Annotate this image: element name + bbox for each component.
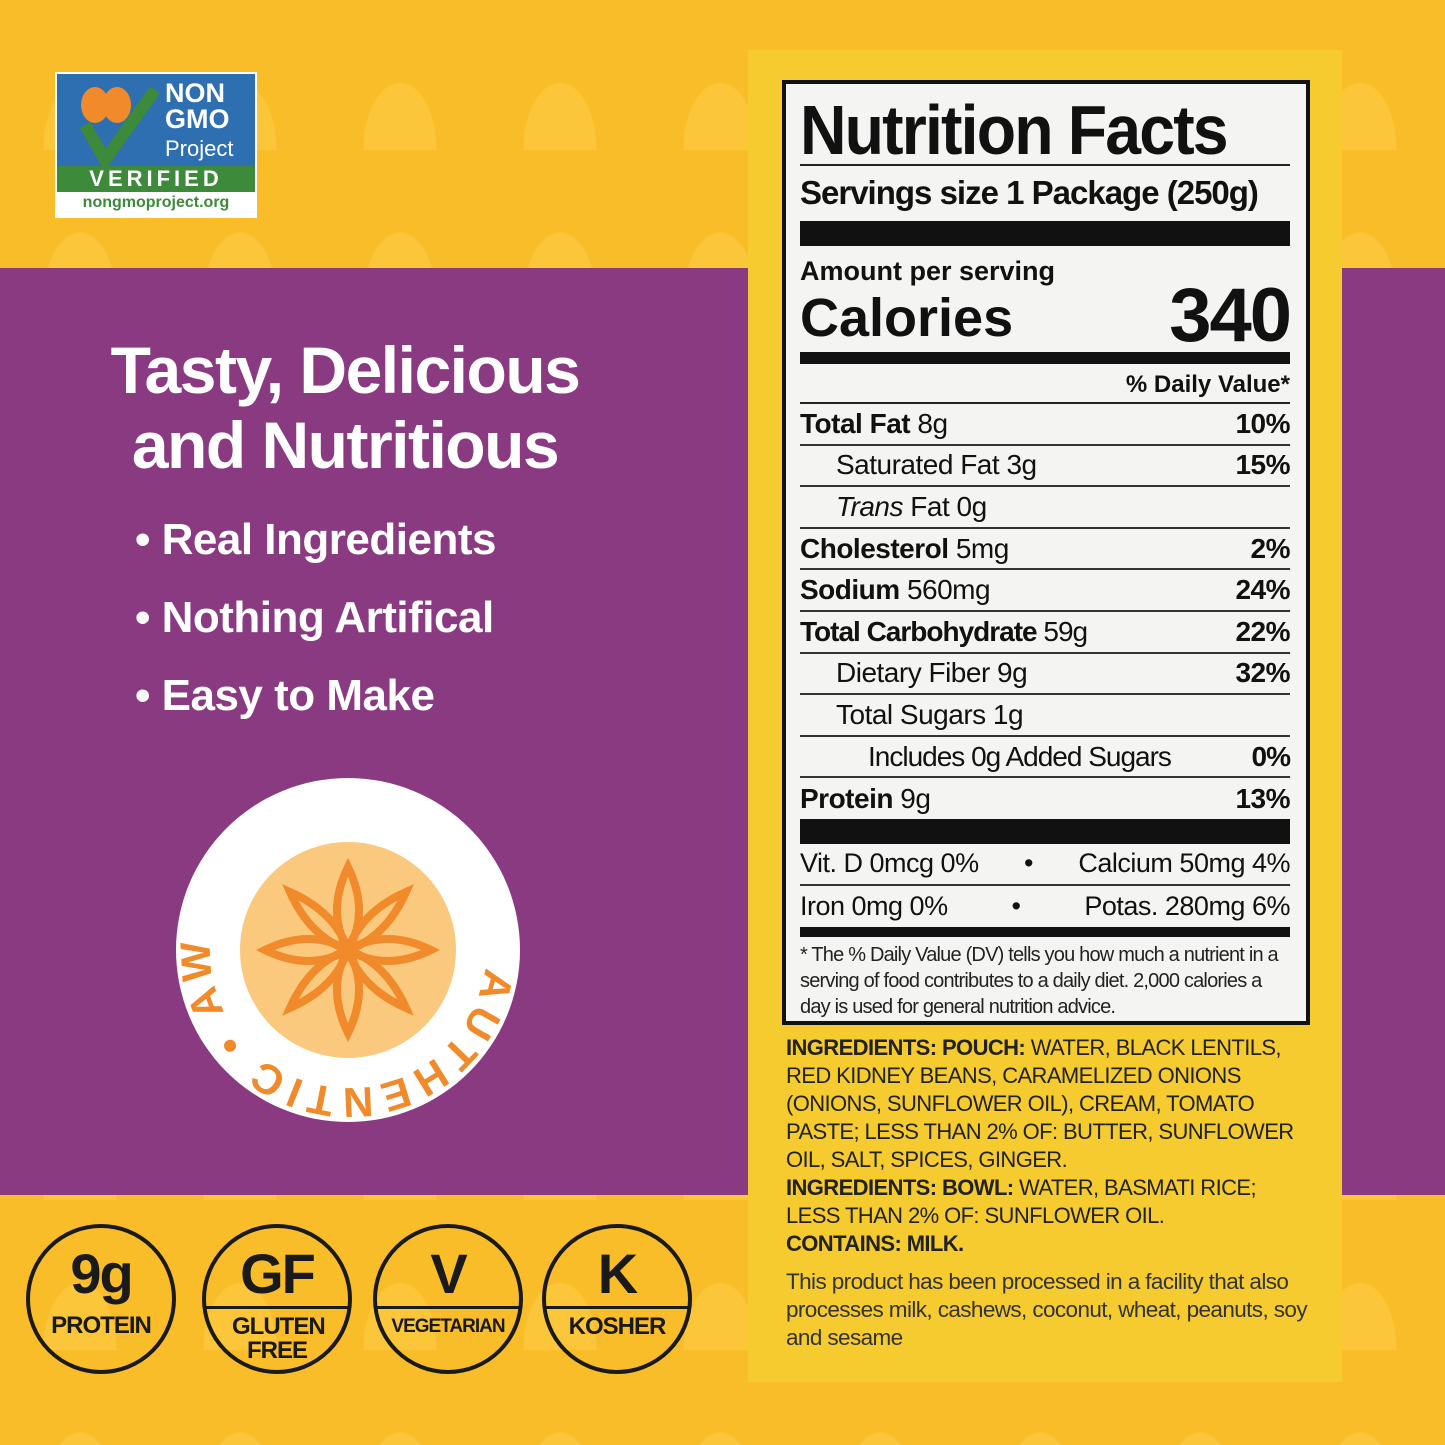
serving-size: Servings size 1 Package (250g) xyxy=(800,174,1259,211)
badge-v-value: V xyxy=(430,1242,467,1305)
flower-icon xyxy=(255,857,441,1043)
badge-gf-value: GF xyxy=(240,1242,316,1305)
facility-statement: This product has been processed in a fac… xyxy=(786,1269,1308,1350)
badge-gluten-free: GF GLUTEN FREE xyxy=(202,1224,352,1374)
badge-kosher: K KOSHER xyxy=(542,1224,692,1374)
badge-v-label: VEGETARIAN xyxy=(391,1316,505,1337)
bowl-label: INGREDIENTS: BOWL: xyxy=(786,1175,1014,1200)
badge-gf-label: GLUTEN FREE xyxy=(232,1313,326,1364)
logo-gmo: GMO xyxy=(165,104,230,134)
nutrition-facts-label: Nutrition Facts Servings size 1 Package … xyxy=(782,80,1310,1025)
contains-milk: CONTAINS: MILK. xyxy=(786,1231,964,1256)
calories-value: 340 xyxy=(1169,273,1292,358)
non-gmo-logo: NON GMO Project VERIFIED nongmoproject.or… xyxy=(55,72,257,218)
logo-project: Project xyxy=(165,136,234,161)
bullet-nothing-artificial: • Nothing Artifical xyxy=(135,593,494,642)
badge-k-label: KOSHER xyxy=(568,1313,667,1340)
row-total-carbohydrate: Total Carbohydrate 59g 22% xyxy=(800,612,1290,654)
calories-label: Calories xyxy=(800,288,1014,348)
badge-protein-label: PROTEIN xyxy=(51,1312,152,1339)
row-protein: Protein 9g 13% xyxy=(800,783,1290,815)
row-sodium: Sodium 560mg 24% xyxy=(800,570,1290,612)
headline: Tasty, Delicious and Nutritious xyxy=(30,333,660,483)
headline-line-1: Tasty, Delicious xyxy=(110,333,581,407)
row-cholesterol: Cholesterol 5mg 2% xyxy=(800,529,1291,571)
row-saturated-fat: Saturated Fat 3g 15% xyxy=(800,446,1290,488)
pouch-label: INGREDIENTS: POUCH: xyxy=(786,1035,1026,1060)
footnote: * The % Daily Value (DV) tells you how m… xyxy=(800,944,1279,1018)
row-added-sugars: Includes 0g Added Sugars 0% xyxy=(800,737,1291,779)
row-vitamins-1: Vit. D 0mcg 0% • Calcium 50mg 4% xyxy=(800,844,1290,886)
badge-protein: 9g PROTEIN xyxy=(26,1224,176,1374)
badge-protein-value: 9g xyxy=(70,1242,133,1305)
amount-per-serving: Amount per serving xyxy=(800,256,1056,286)
ingredients: INGREDIENTS: POUCH: WATER, BLACK LENTILS… xyxy=(786,1035,1294,1256)
logo-non: NON xyxy=(165,78,225,108)
butterfly-check-icon xyxy=(79,86,160,166)
badge-vegetarian: V VEGETARIAN xyxy=(373,1224,523,1374)
row-dietary-fiber: Dietary Fiber 9g 32% xyxy=(800,654,1290,696)
headline-line-2: and Nutritious xyxy=(131,408,560,482)
row-trans-fat: Trans Fat 0g xyxy=(800,487,1290,529)
row-total-fat: Total Fat 8g 10% xyxy=(800,404,1290,446)
daily-value-header: % Daily Value* xyxy=(1125,371,1290,398)
bullet-easy-to-make: • Easy to Make xyxy=(135,671,435,720)
bullet-real-ingredients: • Real Ingredients xyxy=(135,515,496,564)
nutrient-rows: Total Fat 8g 10% Saturated Fat 3g 15% Tran… xyxy=(800,404,1291,820)
row-vitamins-2: Iron 0mg 0% • Potas. 280mg 6% xyxy=(800,891,1290,922)
authentic-indian-seal: AUTHENTIC • AWESOME • INDIAN • xyxy=(170,772,520,1127)
nutrition-title: Nutrition Facts xyxy=(800,91,1229,169)
row-total-sugars: Total Sugars 1g xyxy=(800,695,1290,737)
logo-url: nongmoproject.org xyxy=(82,194,230,211)
badge-k-value: K xyxy=(597,1242,638,1305)
logo-verified: VERIFIED xyxy=(57,166,255,192)
